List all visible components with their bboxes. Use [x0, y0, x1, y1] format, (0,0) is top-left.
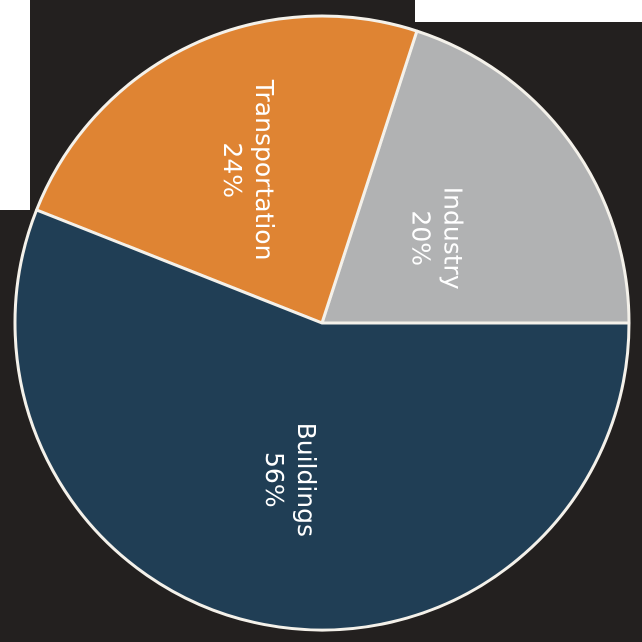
pie-slice-industry [320, 29, 631, 325]
slice-value-label: 24% [218, 142, 247, 198]
pie-slice-buildings [13, 208, 631, 632]
slice-category-label: Buildings [292, 423, 321, 537]
slice-category-label: Transportation [250, 79, 279, 261]
slice-value-label: 20% [407, 210, 436, 266]
slice-category-label: Industry [439, 187, 468, 290]
pie-slices [13, 14, 631, 632]
slice-value-label: 56% [260, 452, 289, 508]
